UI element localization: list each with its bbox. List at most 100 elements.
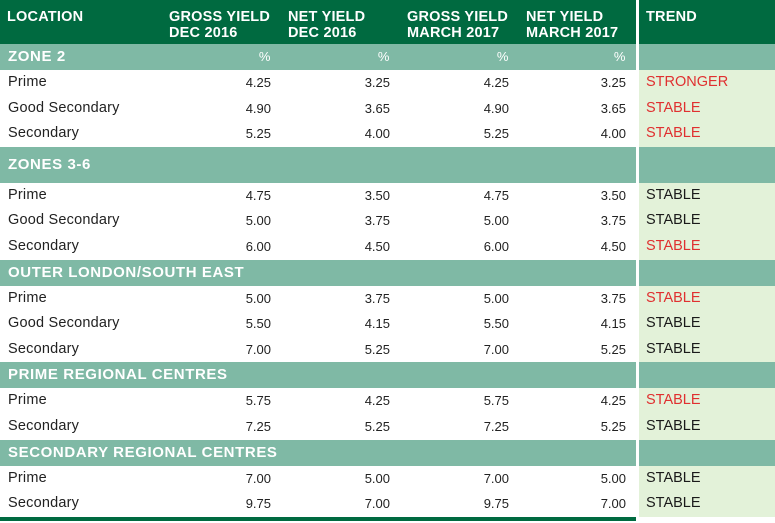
yield-value: 3.75 <box>600 290 626 306</box>
yield-value: 4.15 <box>364 316 390 332</box>
table-row: Prime 4.25 3.25 4.25 3.25 STRONGER <box>0 70 775 96</box>
trend-value: STABLE <box>636 491 775 517</box>
yield-value: 5.00 <box>483 290 509 306</box>
yield-value: 9.75 <box>245 496 271 512</box>
header-net-dec: NET YIELD DEC 2016 <box>281 0 400 44</box>
yield-value: 4.25 <box>245 75 271 90</box>
trend-value: STABLE <box>636 95 775 122</box>
table-row: Secondary 7.00 5.25 7.00 5.25 STABLE <box>0 336 775 363</box>
table-row: Prime 5.75 4.25 5.75 4.25 STABLE <box>0 388 775 414</box>
table-header: LOCATION GROSS YIELD DEC 2016 NET YIELD … <box>0 0 775 44</box>
yield-value: 5.25 <box>600 418 626 434</box>
row-label: Prime <box>8 186 47 203</box>
yield-value: 3.25 <box>364 75 390 90</box>
yield-value: 9.75 <box>483 496 509 512</box>
header-gross-mar-line1: GROSS YIELD <box>407 9 509 25</box>
yield-value: 5.00 <box>364 470 390 486</box>
yield-value: 3.65 <box>364 100 390 116</box>
section-title: SECONDARY REGIONAL CENTRES <box>8 443 278 461</box>
header-gross-mar-line2: MARCH 2017 <box>407 25 500 41</box>
yield-value: 5.25 <box>245 126 271 142</box>
table-row: Prime 5.00 3.75 5.00 3.75 STABLE <box>0 285 775 312</box>
yield-value: 5.25 <box>364 418 390 434</box>
yield-value: 7.00 <box>600 496 626 512</box>
section-header: ZONES 3-6 <box>0 146 775 183</box>
table-row: Good Secondary 5.00 3.75 5.00 3.75 STABLE <box>0 208 775 234</box>
section-trend-cell <box>636 259 775 286</box>
section-title: OUTER LONDON/SOUTH EAST <box>8 263 245 281</box>
trend-value: STABLE <box>636 465 775 492</box>
trend-value: STABLE <box>636 121 775 147</box>
section-trend-cell <box>636 439 775 466</box>
yield-value: 4.90 <box>245 100 271 116</box>
yield-value: 3.75 <box>364 290 390 306</box>
header-net-dec-line2: DEC 2016 <box>288 25 357 41</box>
section-header: OUTER LONDON/SOUTH EAST <box>0 259 775 286</box>
yield-value: 4.25 <box>364 393 390 409</box>
yield-value: 3.25 <box>600 75 626 90</box>
section-title: ZONES 3-6 <box>8 155 91 173</box>
section-title: ZONE 2 <box>8 48 66 65</box>
row-label: Prime <box>8 469 47 486</box>
table-row: Prime 4.75 3.50 4.75 3.50 STABLE <box>0 182 775 209</box>
row-label: Secondary <box>8 340 80 357</box>
table-row: Prime 7.00 5.00 7.00 5.00 STABLE <box>0 465 775 492</box>
row-label: Prime <box>8 289 47 306</box>
yield-value: 5.50 <box>483 316 509 332</box>
yield-value: 4.00 <box>364 126 390 142</box>
header-gross-dec: GROSS YIELD DEC 2016 <box>162 0 281 44</box>
header-net-mar-line2: MARCH 2017 <box>526 25 619 41</box>
yield-value: 5.75 <box>483 393 509 409</box>
header-gross-dec-line2: DEC 2016 <box>169 25 238 41</box>
yield-value: 5.00 <box>245 290 271 306</box>
section-trend-cell <box>636 44 775 70</box>
row-label: Secondary <box>8 495 80 512</box>
yield-value: 7.00 <box>483 341 509 357</box>
trend-value: STABLE <box>636 285 775 312</box>
yield-value: 6.00 <box>483 238 509 254</box>
yield-value: 5.25 <box>600 341 626 357</box>
yield-value: 4.75 <box>245 187 271 203</box>
unit-label: % <box>613 49 626 64</box>
row-label: Good Secondary <box>8 212 120 229</box>
header-gross-mar: GROSS YIELD MARCH 2017 <box>400 0 519 44</box>
yield-value: 7.25 <box>483 418 509 434</box>
table-bottom-rule <box>0 516 636 521</box>
trend-value: STABLE <box>636 336 775 363</box>
row-label: Prime <box>8 74 47 90</box>
header-net-dec-line1: NET YIELD <box>288 9 366 25</box>
yield-value: 5.25 <box>364 341 390 357</box>
yield-value: 4.50 <box>364 238 390 254</box>
table-row: Secondary 7.25 5.25 7.25 5.25 STABLE <box>0 413 775 440</box>
yield-value: 5.50 <box>245 316 271 332</box>
header-gross-dec-line1: GROSS YIELD <box>169 9 271 25</box>
trend-value: STABLE <box>636 311 775 337</box>
yield-value: 3.50 <box>364 187 390 203</box>
yield-value: 7.00 <box>245 341 271 357</box>
trend-value: STABLE <box>636 208 775 234</box>
table-row: Secondary 9.75 7.00 9.75 7.00 STABLE <box>0 491 775 517</box>
row-label: Secondary <box>8 237 80 254</box>
yield-value: 4.15 <box>600 316 626 332</box>
table-body: ZONE 2%%%% Prime 4.25 3.25 4.25 3.25 STRONGER G… <box>0 44 775 517</box>
yield-value: 3.65 <box>600 100 626 116</box>
yield-value: 5.00 <box>245 213 271 229</box>
yield-value: 5.00 <box>483 213 509 229</box>
yield-value: 4.25 <box>600 393 626 409</box>
table-row: Good Secondary 4.90 3.65 4.90 3.65 STABLE <box>0 95 775 122</box>
yield-value: 4.90 <box>483 100 509 116</box>
yield-value: 7.00 <box>483 470 509 486</box>
section-title: PRIME REGIONAL CENTRES <box>8 366 228 384</box>
section-trend-cell <box>636 362 775 389</box>
yield-value: 5.25 <box>483 126 509 142</box>
yield-value: 7.25 <box>245 418 271 434</box>
yield-value: 6.00 <box>245 238 271 254</box>
row-label: Good Secondary <box>8 99 120 116</box>
header-trend: TREND <box>636 0 775 44</box>
row-label: Secondary <box>8 125 80 142</box>
trend-value: STABLE <box>636 413 775 440</box>
yield-value: 4.75 <box>483 187 509 203</box>
unit-label: % <box>496 49 509 64</box>
row-label: Prime <box>8 392 47 409</box>
